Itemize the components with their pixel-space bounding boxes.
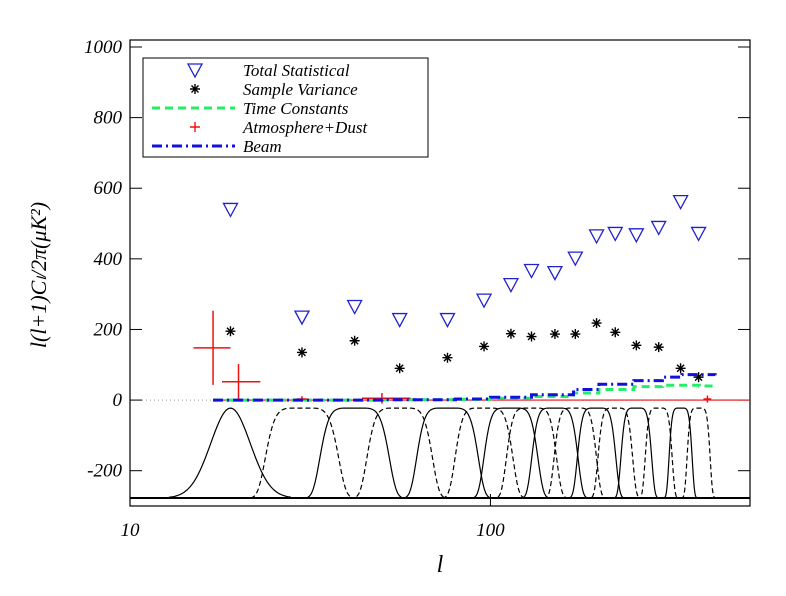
asterisk-marker <box>442 352 453 363</box>
triangle-marker <box>628 228 645 244</box>
triangle-marker <box>672 194 689 211</box>
asterisk-marker <box>549 329 560 340</box>
window-function <box>168 407 291 498</box>
window-function <box>502 407 607 499</box>
y-tick-label: 0 <box>113 390 123 411</box>
y-tick-label: 1000 <box>84 37 123 58</box>
y-tick-label: 200 <box>94 319 123 340</box>
asterisk-marker <box>505 328 516 339</box>
triangle-marker <box>502 277 520 293</box>
x-tick-label: 10 <box>121 520 141 541</box>
legend-symbol <box>190 84 200 94</box>
legend-label: Beam <box>243 137 282 156</box>
x-tick-label: 100 <box>476 520 505 541</box>
asterisk-marker <box>591 318 602 329</box>
series-line <box>213 383 717 402</box>
asterisk-marker <box>225 326 236 337</box>
asterisk-marker <box>526 331 537 342</box>
asterisk-marker <box>693 372 704 383</box>
triangle-marker <box>391 312 408 328</box>
asterisk-marker <box>349 335 360 346</box>
window-function <box>672 407 725 499</box>
triangle-marker <box>346 299 363 315</box>
triangle-marker <box>690 226 707 242</box>
legend-symbol <box>190 122 200 132</box>
legend-label: Sample Variance <box>243 80 358 99</box>
y-tick-label: 600 <box>94 178 123 199</box>
legend-box <box>142 57 429 158</box>
legend-label: Time Constants <box>243 99 349 118</box>
y-tick-label: 400 <box>94 249 123 270</box>
triangle-marker <box>475 293 493 309</box>
series-line <box>213 373 717 402</box>
plot-frame <box>129 39 751 507</box>
triangle-marker <box>607 226 624 242</box>
window-function <box>654 407 707 499</box>
triangle-marker <box>293 310 311 326</box>
window-function <box>377 407 517 499</box>
asterisk-marker <box>610 327 621 338</box>
window-function <box>627 407 689 499</box>
asterisk-marker <box>570 329 581 340</box>
asterisk-marker <box>675 363 686 374</box>
triangle-marker <box>567 251 584 267</box>
asterisk-marker <box>653 342 664 353</box>
window-function <box>324 407 473 499</box>
triangle-marker <box>523 263 540 279</box>
triangle-marker <box>439 312 456 328</box>
triangle-marker <box>222 202 239 218</box>
window-functions <box>130 407 750 499</box>
window-function <box>552 407 640 499</box>
triangle-marker <box>546 265 564 281</box>
asterisk-marker <box>479 341 490 352</box>
x-axis-label: l <box>437 552 444 578</box>
legend-label: Total Statistical <box>243 61 350 80</box>
window-function <box>218 407 384 499</box>
y-tick-label: -200 <box>87 461 122 482</box>
triangle-marker <box>650 220 667 236</box>
asterisk-marker <box>296 347 307 358</box>
legend-label: Atmosphere+Dust <box>242 118 368 137</box>
window-function <box>575 407 654 499</box>
y-axis-label: l(l+1)Cₗ/2π(μK²) <box>26 202 51 348</box>
window-function <box>449 407 572 499</box>
asterisk-marker <box>394 363 405 374</box>
window-function <box>275 407 432 499</box>
legend-symbol <box>186 63 204 79</box>
window-function <box>474 407 588 499</box>
triangle-marker <box>588 229 605 245</box>
asterisk-marker <box>631 340 642 351</box>
y-tick-label: 800 <box>94 108 123 129</box>
